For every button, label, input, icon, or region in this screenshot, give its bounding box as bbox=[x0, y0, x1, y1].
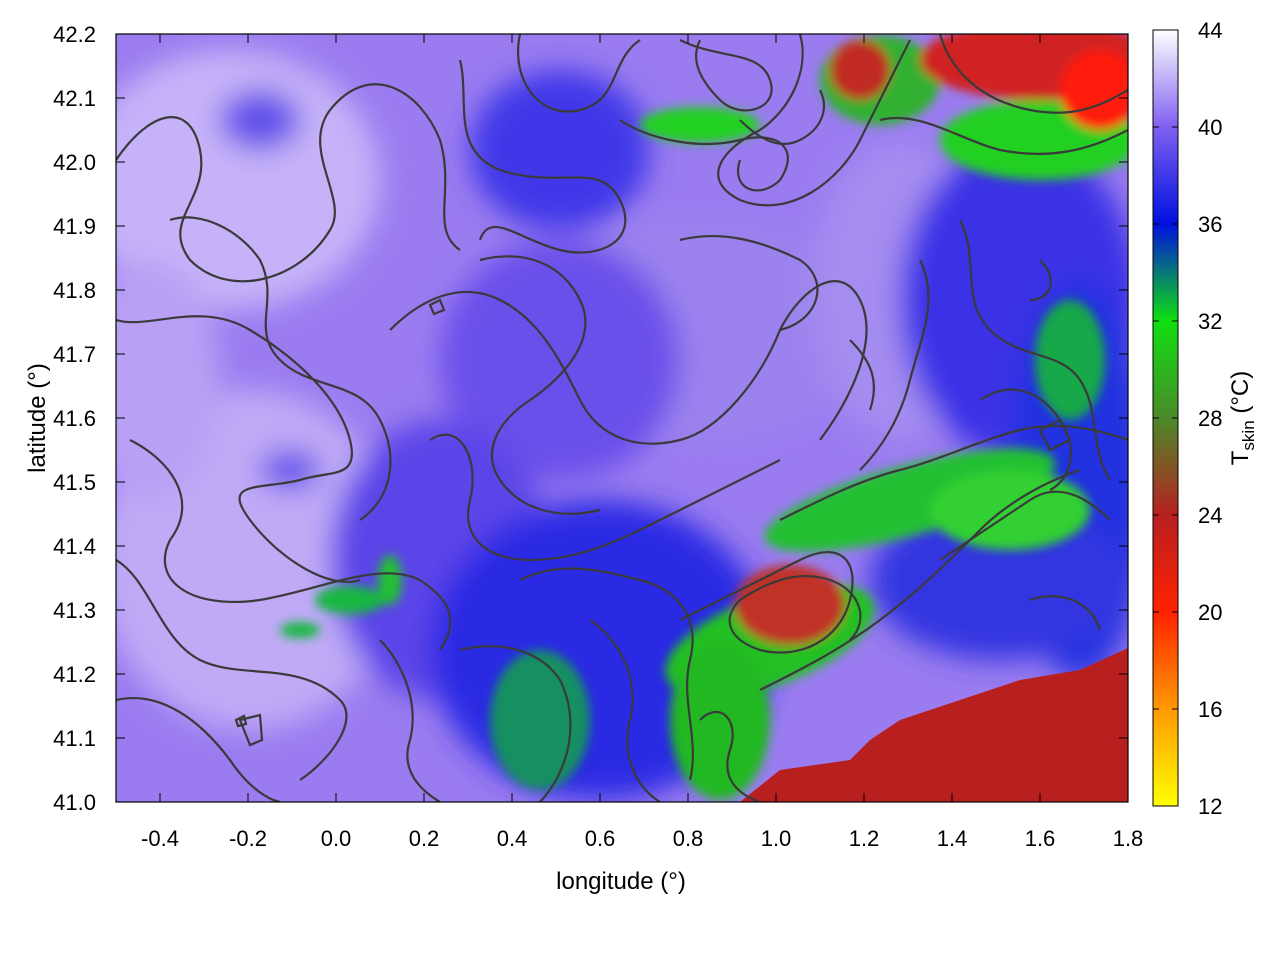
x-tick-label: 0.0 bbox=[321, 826, 352, 851]
colorbar-tick-label: 40 bbox=[1198, 115, 1222, 140]
y-tick-label: 42.1 bbox=[53, 86, 96, 111]
x-tick-label: 1.2 bbox=[849, 826, 880, 851]
y-tick-label: 41.4 bbox=[53, 534, 96, 559]
y-tick-label: 41.2 bbox=[53, 662, 96, 687]
temperature-field bbox=[116, 34, 1128, 802]
x-axis-title: longitude (°) bbox=[556, 868, 686, 895]
x-tick-label: 1.8 bbox=[1113, 826, 1144, 851]
x-tick-label: 1.0 bbox=[761, 826, 792, 851]
colorbar-tick-label: 24 bbox=[1198, 503, 1222, 528]
y-axis-title: latitude (°) bbox=[24, 363, 51, 473]
y-tick-label: 41.5 bbox=[53, 470, 96, 495]
colorbar-axis: 12 16 20 24 28 32 36 40 44 bbox=[1153, 18, 1222, 819]
x-tick-label: 1.4 bbox=[937, 826, 968, 851]
x-tick-label: 0.8 bbox=[673, 826, 704, 851]
colorbar-tick-label: 32 bbox=[1198, 309, 1222, 334]
y-tick-label: 41.3 bbox=[53, 598, 96, 623]
colorbar-title-unit: (°C) bbox=[1227, 371, 1254, 421]
x-axis: -0.4 -0.2 0.0 0.2 0.4 0.6 0.8 1.0 1.2 1.4 1.6 1.8 bbox=[141, 34, 1143, 851]
y-axis: 41.0 41.1 41.2 41.3 41.4 41.5 41.6 41.7 41.8 41.9… bbox=[53, 22, 1128, 815]
x-tick-label: 1.6 bbox=[1025, 826, 1056, 851]
x-tick-label: 0.6 bbox=[585, 826, 616, 851]
y-tick-label: 41.0 bbox=[53, 790, 96, 815]
x-tick-label: -0.2 bbox=[229, 826, 267, 851]
colorbar-tick-label: 44 bbox=[1198, 18, 1222, 43]
y-tick-label: 42.0 bbox=[53, 150, 96, 175]
colorbar-tick-label: 20 bbox=[1198, 600, 1222, 625]
y-tick-label: 41.7 bbox=[53, 342, 96, 367]
colorbar-tick-label: 16 bbox=[1198, 697, 1222, 722]
x-tick-label: -0.4 bbox=[141, 826, 179, 851]
y-tick-label: 41.8 bbox=[53, 278, 96, 303]
y-tick-label: 42.2 bbox=[53, 22, 96, 47]
x-tick-label: 0.2 bbox=[409, 826, 440, 851]
y-tick-label: 41.9 bbox=[53, 214, 96, 239]
elevation-contours bbox=[116, 34, 1128, 802]
colorbar-tick-label: 28 bbox=[1198, 406, 1222, 431]
y-tick-label: 41.6 bbox=[53, 406, 96, 431]
colorbar-title-sub: skin bbox=[1239, 420, 1258, 450]
colorbar-title-main: T bbox=[1227, 450, 1254, 465]
colorbar-title: Tskin (°C) bbox=[1227, 371, 1258, 466]
y-tick-label: 41.1 bbox=[53, 726, 96, 751]
colorbar-tick-label: 12 bbox=[1198, 794, 1222, 819]
colorbar-tick-label: 36 bbox=[1198, 212, 1222, 237]
x-tick-label: 0.4 bbox=[497, 826, 528, 851]
